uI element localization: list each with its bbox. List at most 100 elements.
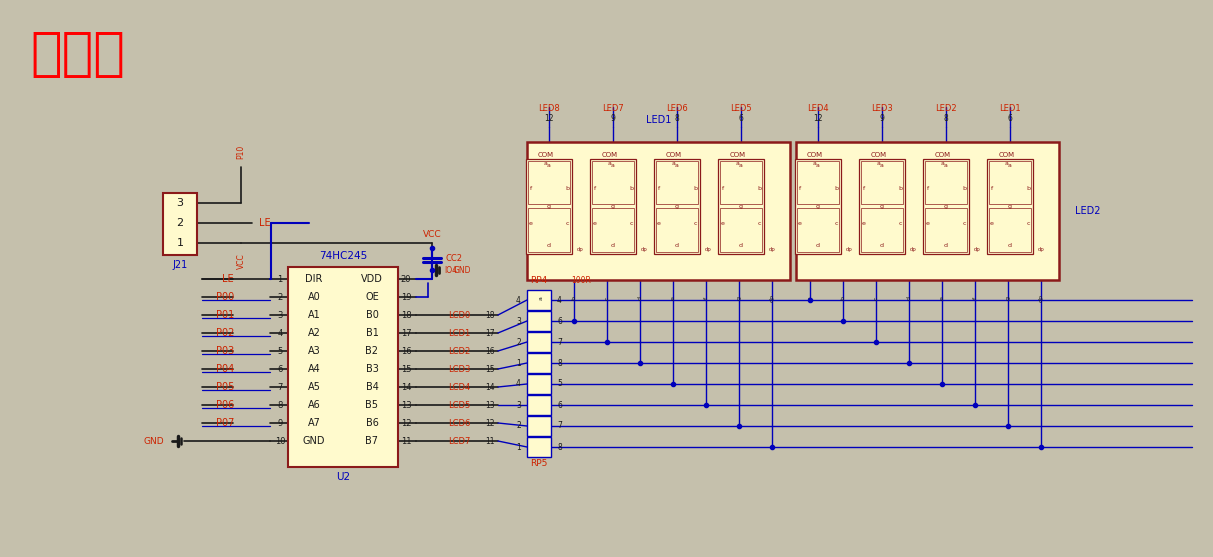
Text: GND: GND <box>303 436 325 446</box>
Text: e: e <box>940 296 945 300</box>
Text: COM: COM <box>935 152 951 158</box>
Bar <box>526 290 551 310</box>
Text: a: a <box>672 160 676 165</box>
Bar <box>721 208 762 252</box>
Text: 1: 1 <box>517 359 522 368</box>
Text: 10: 10 <box>275 437 285 446</box>
Text: LED5: LED5 <box>730 104 752 113</box>
Bar <box>987 159 1033 253</box>
Text: LCD1: LCD1 <box>448 329 471 338</box>
Text: 6: 6 <box>1008 114 1013 123</box>
Text: 12: 12 <box>545 114 554 123</box>
Text: g: g <box>1008 203 1012 208</box>
Text: d: d <box>944 243 949 248</box>
Text: A1: A1 <box>308 310 320 320</box>
Text: 14: 14 <box>400 383 411 392</box>
Bar <box>526 416 551 436</box>
Text: RP4: RP4 <box>530 276 547 285</box>
Text: B0: B0 <box>365 310 378 320</box>
Text: B7: B7 <box>365 436 378 446</box>
Text: 100R: 100R <box>571 276 591 285</box>
Text: 8: 8 <box>674 114 679 123</box>
Text: c: c <box>873 296 878 300</box>
Text: f: f <box>927 187 929 192</box>
Text: a: a <box>813 160 816 165</box>
Text: a: a <box>545 160 548 165</box>
Text: LCD7: LCD7 <box>448 437 471 446</box>
Text: b: b <box>841 296 845 300</box>
Bar <box>989 208 1031 252</box>
Bar <box>656 208 697 252</box>
Bar <box>654 159 700 253</box>
Bar <box>526 159 573 253</box>
Text: 4: 4 <box>557 296 562 305</box>
Text: a: a <box>941 160 945 165</box>
Text: U2: U2 <box>336 472 351 482</box>
Text: COM: COM <box>1000 152 1015 158</box>
Text: LED3: LED3 <box>871 104 893 113</box>
Text: LED4: LED4 <box>807 104 828 113</box>
Text: dp: dp <box>1038 294 1043 302</box>
Text: a: a <box>676 163 679 168</box>
Bar <box>859 159 905 253</box>
Text: b: b <box>571 296 576 300</box>
Text: b: b <box>757 187 761 192</box>
Text: VCC: VCC <box>422 229 442 238</box>
Text: B4: B4 <box>365 382 378 392</box>
Text: P05: P05 <box>216 382 234 392</box>
Text: COM: COM <box>666 152 682 158</box>
Text: g: g <box>739 203 744 208</box>
Text: f: f <box>799 187 801 192</box>
Text: 8: 8 <box>944 114 949 123</box>
Text: 13: 13 <box>400 400 411 409</box>
Bar <box>590 159 636 253</box>
Text: g: g <box>674 203 679 208</box>
Text: 4: 4 <box>278 329 283 338</box>
Text: 15: 15 <box>400 364 411 374</box>
Text: COM: COM <box>871 152 887 158</box>
Text: g: g <box>879 203 884 208</box>
Text: 2: 2 <box>278 292 283 301</box>
Bar <box>526 395 551 415</box>
Text: 13: 13 <box>485 400 495 409</box>
Bar <box>797 208 839 252</box>
Text: B2: B2 <box>365 346 378 356</box>
Text: g: g <box>611 203 615 208</box>
Text: a: a <box>1006 160 1009 165</box>
Text: dp: dp <box>577 247 583 252</box>
Text: c: c <box>604 296 609 300</box>
Text: dp: dp <box>1038 247 1044 252</box>
Text: e: e <box>862 221 866 226</box>
Text: P02: P02 <box>216 328 234 338</box>
Text: COM: COM <box>602 152 619 158</box>
Text: P00: P00 <box>216 292 234 302</box>
Text: 7: 7 <box>557 338 562 346</box>
Text: COM: COM <box>807 152 824 158</box>
Text: c: c <box>899 221 901 226</box>
Text: c: c <box>835 221 838 226</box>
Text: A7: A7 <box>308 418 320 428</box>
Bar <box>923 159 969 253</box>
Text: 14: 14 <box>485 383 495 392</box>
Text: a: a <box>944 163 947 168</box>
Text: B6: B6 <box>365 418 378 428</box>
Text: A0: A0 <box>308 292 320 302</box>
Bar <box>989 160 1031 204</box>
Text: c: c <box>1026 221 1030 226</box>
Text: a: a <box>736 160 740 165</box>
Bar <box>526 311 551 331</box>
Bar <box>592 160 634 204</box>
Text: GND: GND <box>454 266 472 275</box>
Text: 19: 19 <box>400 292 411 301</box>
Text: 2: 2 <box>176 218 183 228</box>
Text: a: a <box>608 160 611 165</box>
Text: 6: 6 <box>739 114 744 123</box>
Text: b: b <box>1026 187 1030 192</box>
Text: a: a <box>808 296 813 300</box>
Text: P04: P04 <box>216 364 234 374</box>
Text: 12: 12 <box>813 114 822 123</box>
Text: 20: 20 <box>400 275 411 284</box>
Text: e: e <box>798 221 802 226</box>
Text: 1: 1 <box>278 275 283 284</box>
Text: 9: 9 <box>610 114 615 123</box>
